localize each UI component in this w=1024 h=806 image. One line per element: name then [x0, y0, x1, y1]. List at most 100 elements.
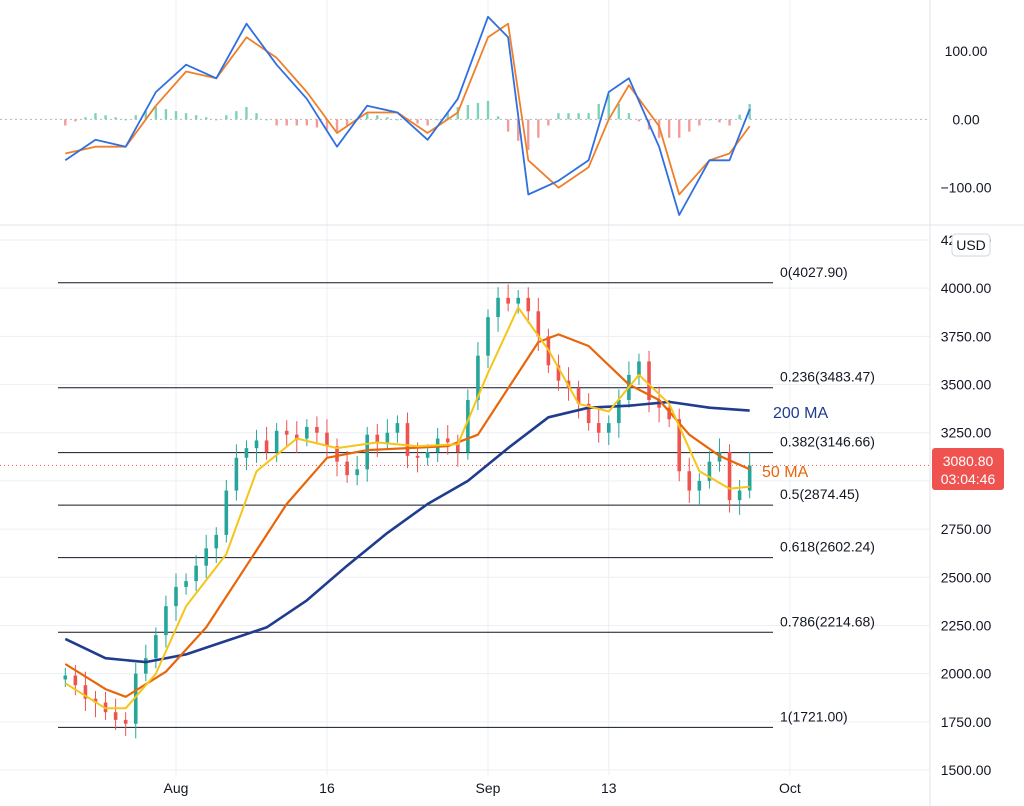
fib-level-label: 0.236(3483.47)	[780, 369, 875, 385]
oscillator-histogram-bar	[64, 119, 67, 126]
oscillator-histogram-bar	[678, 119, 681, 138]
oscillator-tick-label: 100.00	[945, 43, 988, 59]
candle-body	[456, 442, 460, 452]
oscillator-histogram-bar	[325, 119, 329, 130]
candle-body	[83, 685, 88, 699]
oscillator-histogram-bar	[466, 104, 470, 120]
candle-body	[606, 423, 611, 433]
oscillator-histogram-bar	[134, 115, 137, 120]
oscillator-histogram-bar	[74, 119, 77, 122]
oscillator-fast-line	[64, 15, 751, 216]
candle-body	[576, 388, 581, 404]
candle-body	[73, 675, 78, 686]
candle-body	[123, 719, 128, 724]
time-tick-label: Oct	[779, 780, 801, 796]
candle-body	[445, 438, 450, 443]
candle-body	[274, 430, 279, 452]
candle-body	[486, 317, 490, 356]
candle-body	[345, 461, 349, 476]
oscillator-histogram-bar	[667, 119, 671, 138]
oscillator-histogram-bar	[184, 113, 188, 120]
ma200-label: 200 MA	[773, 405, 828, 422]
oscillator-tick-label: 0.00	[952, 111, 979, 127]
candle-body	[747, 465, 752, 491]
oscillator-histogram-bar	[225, 115, 228, 120]
oscillator-histogram-bar	[255, 113, 258, 120]
time-tick-label: 16	[319, 780, 335, 796]
oscillator-histogram-bar	[627, 113, 631, 120]
oscillator-histogram-bar	[235, 111, 238, 120]
oscillator-histogram-bar	[436, 119, 439, 121]
oscillator-histogram-bar	[446, 113, 449, 120]
time-tick-label: Aug	[164, 780, 189, 796]
moving-averages	[64, 306, 751, 710]
candle-body	[204, 548, 208, 566]
candle-body	[556, 365, 561, 381]
price-tick-label: 3750.00	[941, 328, 992, 344]
oscillator-histogram-bar	[396, 119, 399, 121]
oscillator-histogram-bar	[708, 119, 711, 121]
candle-body	[133, 673, 138, 724]
oscillator-histogram-bar	[748, 103, 751, 120]
oscillator-histogram-bar	[587, 113, 590, 120]
candle-body	[375, 434, 380, 443]
oscillator-histogram-bar	[366, 113, 369, 120]
oscillator-histogram-bar	[728, 119, 731, 126]
oscillator-histogram-bar	[376, 115, 379, 120]
oscillator-histogram-bar	[637, 119, 641, 122]
oscillator-histogram-bar	[285, 119, 288, 126]
fib-level-label: 0.618(2602.24)	[780, 539, 875, 555]
candle-body	[63, 675, 68, 680]
time-tick-label: Sep	[476, 780, 501, 796]
oscillator-histogram-bar	[144, 111, 148, 120]
candle-body	[687, 471, 692, 491]
oscillator-histogram-bar	[496, 116, 500, 120]
candle-body	[93, 698, 98, 703]
candle-body	[425, 452, 430, 458]
oscillator-histogram-bar	[698, 119, 701, 126]
oscillator-histogram-bar	[164, 109, 168, 120]
currency-label: USD	[956, 237, 986, 253]
candle-body	[526, 297, 531, 312]
axes: 1500.00 1750.00 2000.00 2250.00 2500.00 2750.…	[164, 43, 992, 796]
ma50-line	[64, 333, 751, 698]
oscillator-histogram-bar	[124, 119, 127, 121]
candle-body	[667, 407, 671, 420]
price-tick-label: 1750.00	[941, 714, 992, 730]
fib-level-label: 0.5(2874.45)	[780, 486, 859, 502]
oscillator-histogram-bar	[597, 103, 600, 120]
oscillator-histogram-bar	[305, 119, 309, 126]
oscillator-histogram-bar	[94, 113, 97, 120]
oscillator-histogram-bar	[617, 103, 621, 120]
oscillator-pane	[0, 15, 930, 216]
price-tick-label: 1500.00	[941, 762, 992, 778]
candle-body	[385, 432, 390, 443]
fibonacci-levels: 0(4027.90) 0.236(3483.47) 0.382(3146.66) 0.…	[58, 264, 875, 728]
fib-level-label: 0(4027.90)	[780, 264, 848, 280]
candle-body	[254, 440, 259, 449]
candle-body	[617, 399, 621, 424]
candle-body	[496, 297, 500, 318]
oscillator-histogram-bar	[426, 119, 429, 126]
price-tick-label: 2250.00	[941, 617, 992, 633]
price-tick-label: 4000.00	[941, 280, 992, 296]
candle-body	[637, 361, 641, 375]
candle-body	[355, 469, 359, 476]
oscillator-histogram-bar	[114, 117, 117, 120]
currency-badge[interactable]: USD	[951, 233, 991, 257]
candle-body	[466, 399, 470, 452]
oscillator-histogram-bar	[84, 117, 87, 120]
oscillator-histogram-bar	[295, 119, 298, 126]
price-tick-label: 2000.00	[941, 666, 992, 682]
ma50-label: 50 MA	[762, 464, 809, 481]
last-price-value: 3080.80	[943, 453, 994, 469]
oscillator-histogram-bar	[245, 107, 248, 120]
oscillator-histogram-bar	[215, 119, 218, 121]
oscillator-histogram-bar	[416, 119, 419, 124]
oscillator-histogram-bar	[265, 119, 268, 121]
oscillator-histogram-bar	[577, 113, 580, 120]
candle-body	[174, 586, 178, 607]
candle-body	[305, 426, 309, 439]
ma20-line	[64, 306, 750, 710]
